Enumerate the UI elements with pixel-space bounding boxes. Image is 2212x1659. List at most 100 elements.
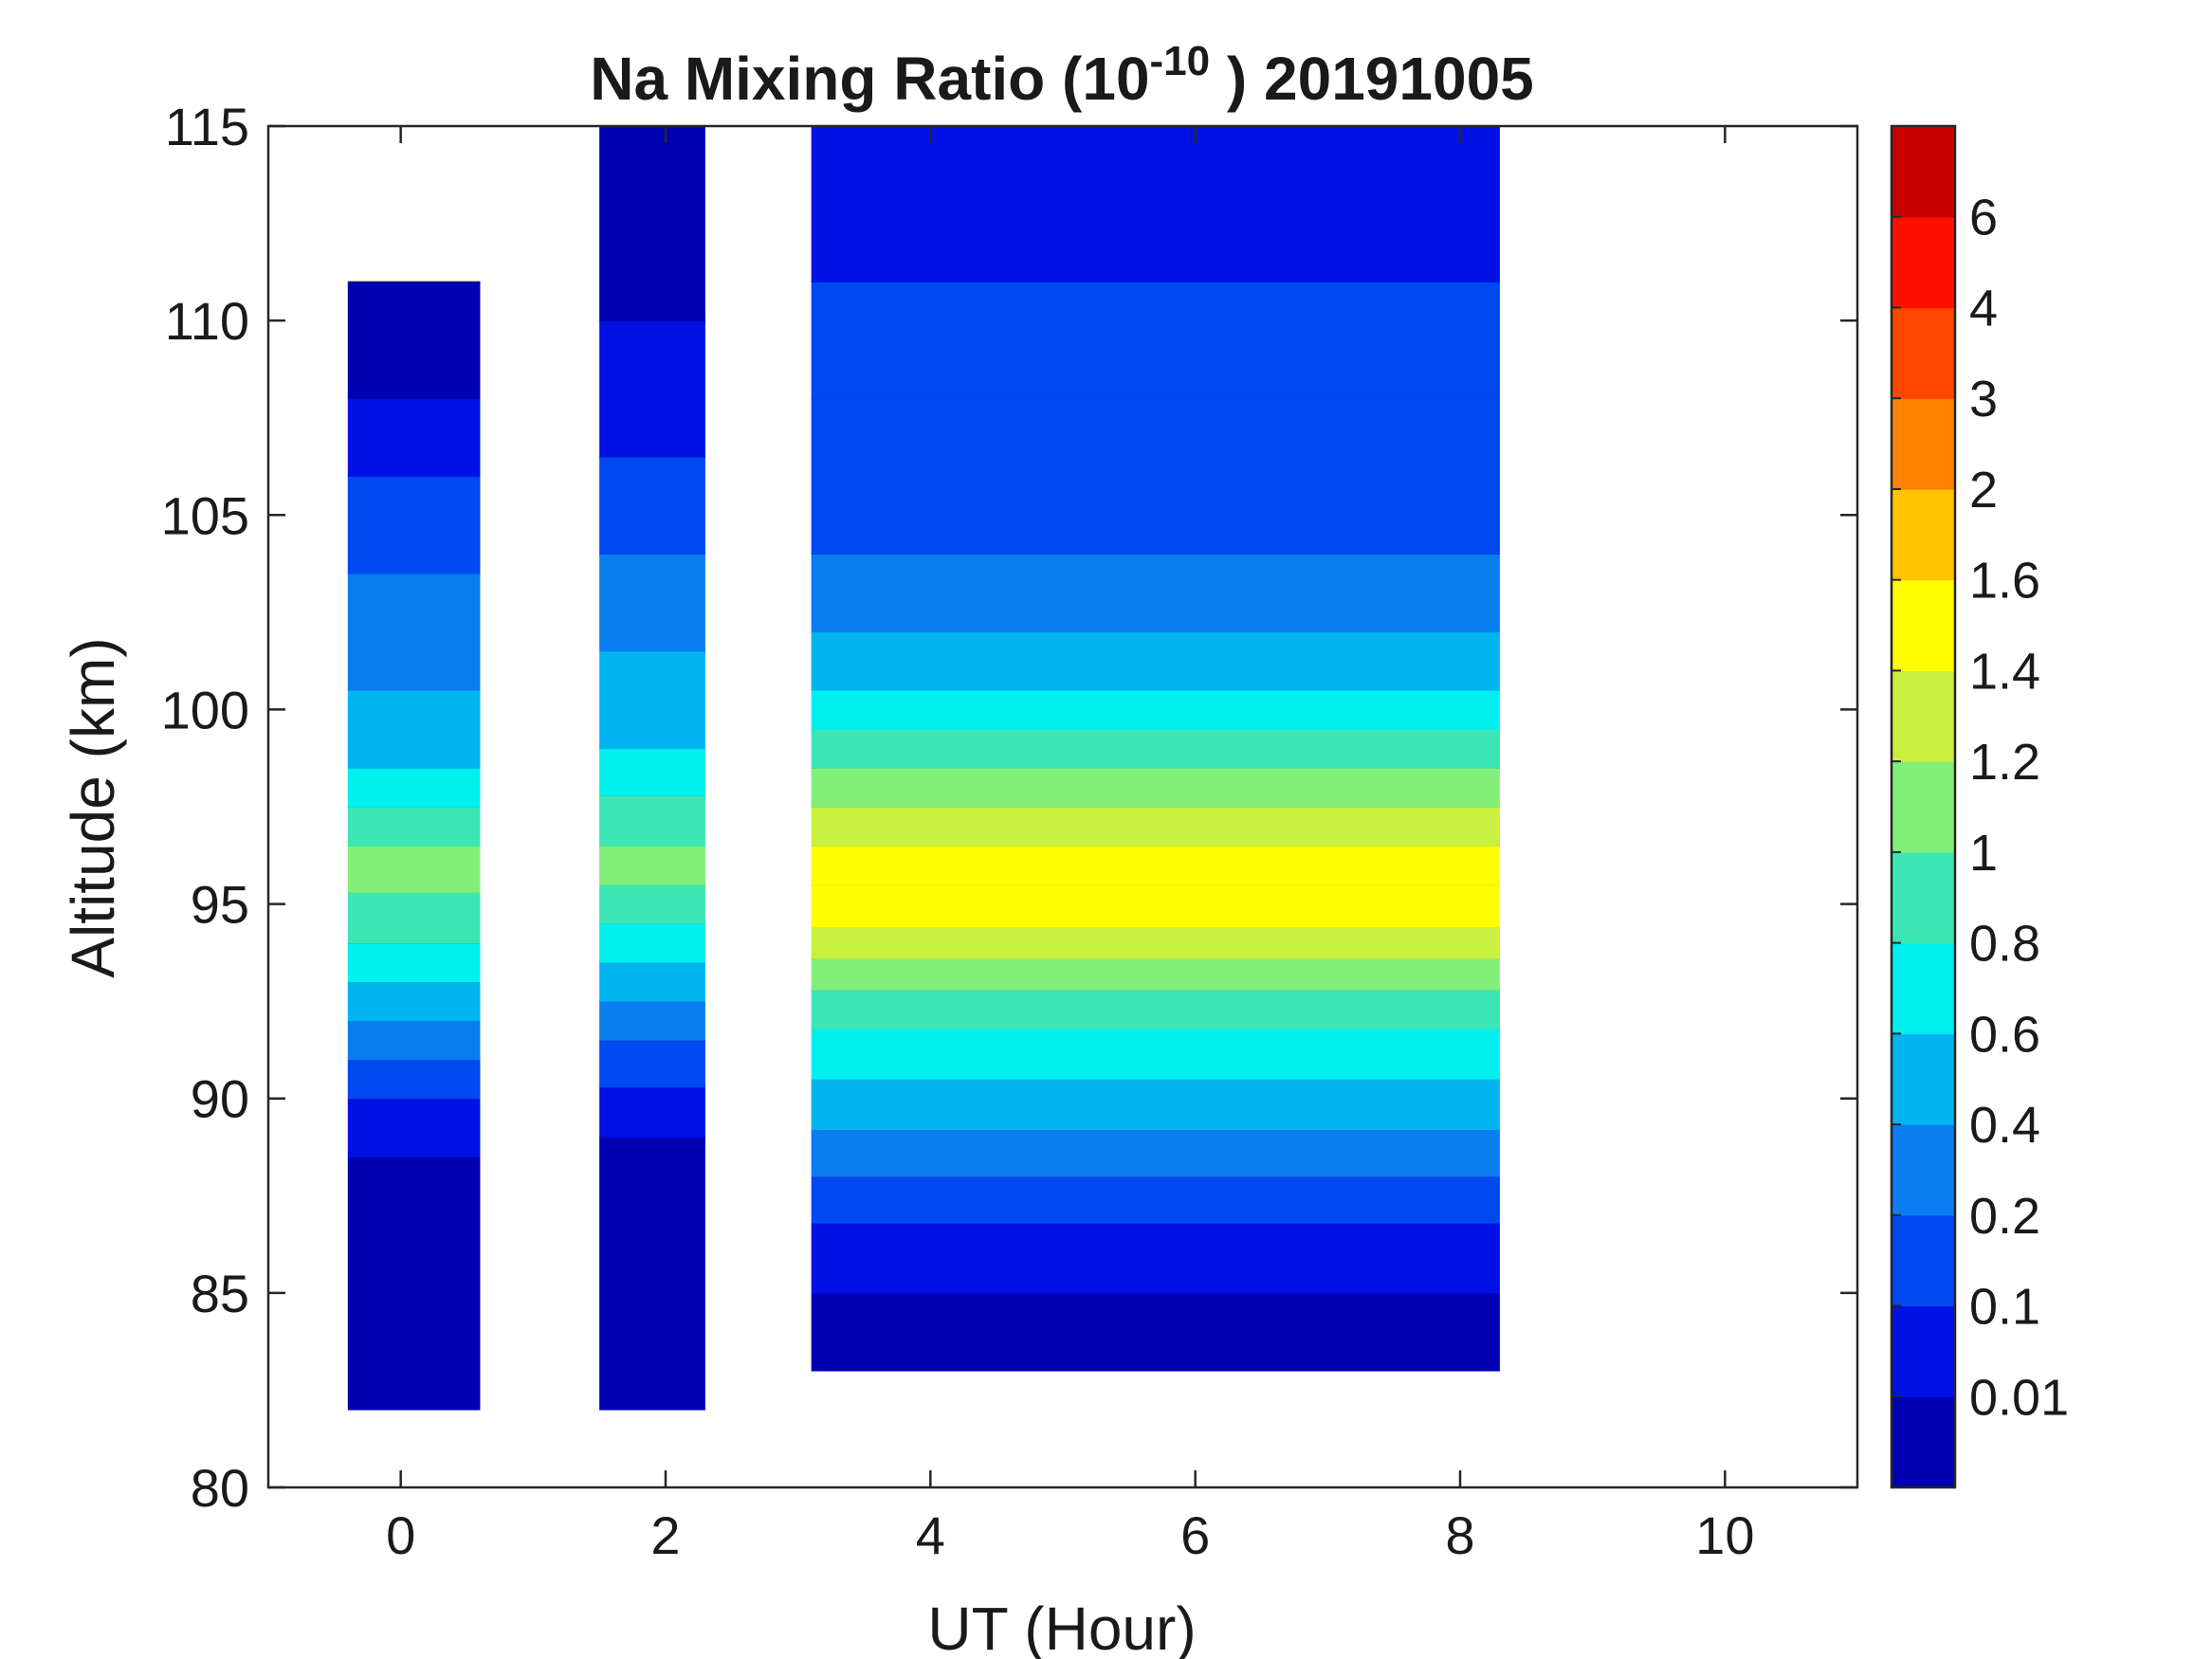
x-tick-label: 8 bbox=[1445, 1505, 1474, 1565]
contour-band bbox=[599, 554, 705, 652]
contour-band bbox=[811, 398, 1500, 555]
colorbar-tick-label: 0.1 bbox=[1969, 1279, 2040, 1336]
x-tick-labels: 0 2 4 6 8 10 bbox=[386, 1505, 1754, 1565]
colorbar-tick-label: 2 bbox=[1969, 462, 1998, 519]
contour-band bbox=[599, 846, 705, 885]
colorbar-block bbox=[1892, 216, 1955, 309]
y-tick-label: 90 bbox=[191, 1069, 249, 1129]
y-tick-label: 100 bbox=[161, 680, 249, 739]
colorbar-block bbox=[1892, 307, 1955, 399]
contour-band bbox=[599, 456, 705, 555]
colorbar-tick-label: 1.2 bbox=[1969, 734, 2040, 791]
data-layer bbox=[347, 125, 1500, 1411]
colorbar-block bbox=[1892, 579, 1955, 671]
contour-band bbox=[347, 807, 481, 847]
x-tick-label: 10 bbox=[1695, 1505, 1754, 1565]
data-segment bbox=[347, 281, 481, 1411]
colorbar-block bbox=[1892, 851, 1955, 944]
contour-band bbox=[347, 892, 481, 944]
colorbar-block bbox=[1892, 488, 1955, 581]
title-prefix: Na Mixing Ratio (10 bbox=[590, 45, 1149, 113]
contour-band bbox=[347, 398, 481, 477]
contour-band bbox=[599, 1086, 705, 1139]
colorbar-block bbox=[1892, 1033, 1955, 1125]
colorbar-tick-label: 0.4 bbox=[1969, 1097, 2040, 1154]
contour-band bbox=[811, 884, 1500, 928]
contour-band bbox=[811, 1028, 1500, 1080]
contour-band bbox=[347, 689, 481, 769]
contour-band bbox=[347, 942, 481, 983]
colorbar-block bbox=[1892, 761, 1955, 853]
colorbar-tick-labels: 0.01 0.1 0.2 0.4 0.6 0.8 1 1.2 1.4 1.6 2 3 4 6 bbox=[1892, 190, 2069, 1426]
contour-band bbox=[347, 1157, 481, 1411]
colorbar-tick-label: 1.6 bbox=[1969, 553, 2040, 610]
contour-band bbox=[347, 282, 481, 399]
y-tick-label: 80 bbox=[191, 1458, 249, 1518]
colorbar-block bbox=[1892, 1214, 1955, 1307]
contour-band bbox=[347, 1020, 481, 1061]
contour-band bbox=[599, 650, 705, 750]
colorbar-frame bbox=[1890, 124, 1957, 1489]
contour-band bbox=[811, 728, 1500, 769]
y-tick-label: 110 bbox=[165, 291, 249, 351]
colorbar-blocks bbox=[1892, 126, 1955, 1488]
colorbar-tick-label: 3 bbox=[1969, 371, 1998, 428]
contour-band bbox=[347, 981, 481, 1022]
contour-band bbox=[811, 958, 1500, 991]
colorbar-block bbox=[1892, 126, 1955, 218]
y-tick-label: 115 bbox=[165, 97, 249, 156]
contour-band bbox=[811, 807, 1500, 847]
contour-band bbox=[811, 927, 1500, 959]
y-tick-label: 95 bbox=[191, 875, 249, 935]
contour-band bbox=[811, 126, 1500, 283]
contour-band bbox=[811, 767, 1500, 808]
x-tick-label: 2 bbox=[650, 1505, 680, 1565]
contour-band bbox=[347, 846, 481, 893]
contour-band bbox=[599, 962, 705, 1002]
contour-band bbox=[599, 1137, 705, 1411]
contour-band bbox=[811, 989, 1500, 1030]
colorbar-block bbox=[1892, 942, 1955, 1034]
contour-band bbox=[811, 846, 1500, 885]
x-tick-label: 0 bbox=[386, 1505, 415, 1565]
contour-band bbox=[811, 1292, 1500, 1372]
contour-band bbox=[811, 1223, 1500, 1294]
x-axis-ticks bbox=[399, 126, 1727, 1487]
x-tick-label: 4 bbox=[916, 1505, 945, 1565]
colorbar-block bbox=[1892, 398, 1955, 490]
contour-band bbox=[347, 1059, 481, 1100]
plot-area bbox=[266, 124, 1859, 1489]
colorbar-tick-label: 0.6 bbox=[1969, 1006, 2040, 1063]
colorbar-tick-label: 6 bbox=[1969, 190, 1998, 246]
colorbar-block bbox=[1892, 670, 1955, 762]
colorbar-tick-label: 1.4 bbox=[1969, 643, 2040, 700]
colorbar-tick-label: 0.2 bbox=[1969, 1188, 2040, 1245]
contour-band bbox=[811, 1129, 1500, 1177]
title-suffix: ) 20191005 bbox=[1210, 45, 1534, 113]
colorbar-tick-label: 4 bbox=[1969, 280, 1998, 337]
chart-title: Na Mixing Ratio (10-10 ) 20191005 bbox=[590, 38, 1534, 113]
contour-band bbox=[811, 282, 1500, 399]
contour-band bbox=[811, 689, 1500, 730]
contour-band bbox=[599, 884, 705, 924]
colorbar-tick-label: 0.01 bbox=[1969, 1369, 2069, 1426]
contour-band bbox=[599, 794, 705, 847]
colorbar-tick-label: 0.8 bbox=[1969, 916, 2040, 973]
colorbar-tick-label: 1 bbox=[1969, 825, 1998, 882]
contour-band bbox=[811, 1079, 1500, 1131]
contour-band bbox=[347, 476, 481, 574]
x-tick-label: 6 bbox=[1180, 1505, 1210, 1565]
contour-band bbox=[599, 1001, 705, 1041]
contour-band bbox=[599, 1040, 705, 1088]
y-tick-label: 105 bbox=[161, 485, 249, 545]
colorbar-block bbox=[1892, 1396, 1955, 1488]
colorbar: 0.01 0.1 0.2 0.4 0.6 0.8 1 1.2 1.4 1.6 2 3 4 6 bbox=[1890, 124, 2069, 1489]
x-axis-label: UT (Hour) bbox=[927, 1595, 1196, 1659]
contour-band bbox=[599, 923, 705, 963]
plot-frame bbox=[266, 124, 1859, 1489]
title-exponent: -10 bbox=[1150, 38, 1211, 84]
y-axis-label: Altitude (km) bbox=[59, 637, 127, 977]
data-segment bbox=[599, 125, 705, 1411]
contour-band bbox=[811, 1176, 1500, 1224]
contour-band bbox=[811, 631, 1500, 691]
